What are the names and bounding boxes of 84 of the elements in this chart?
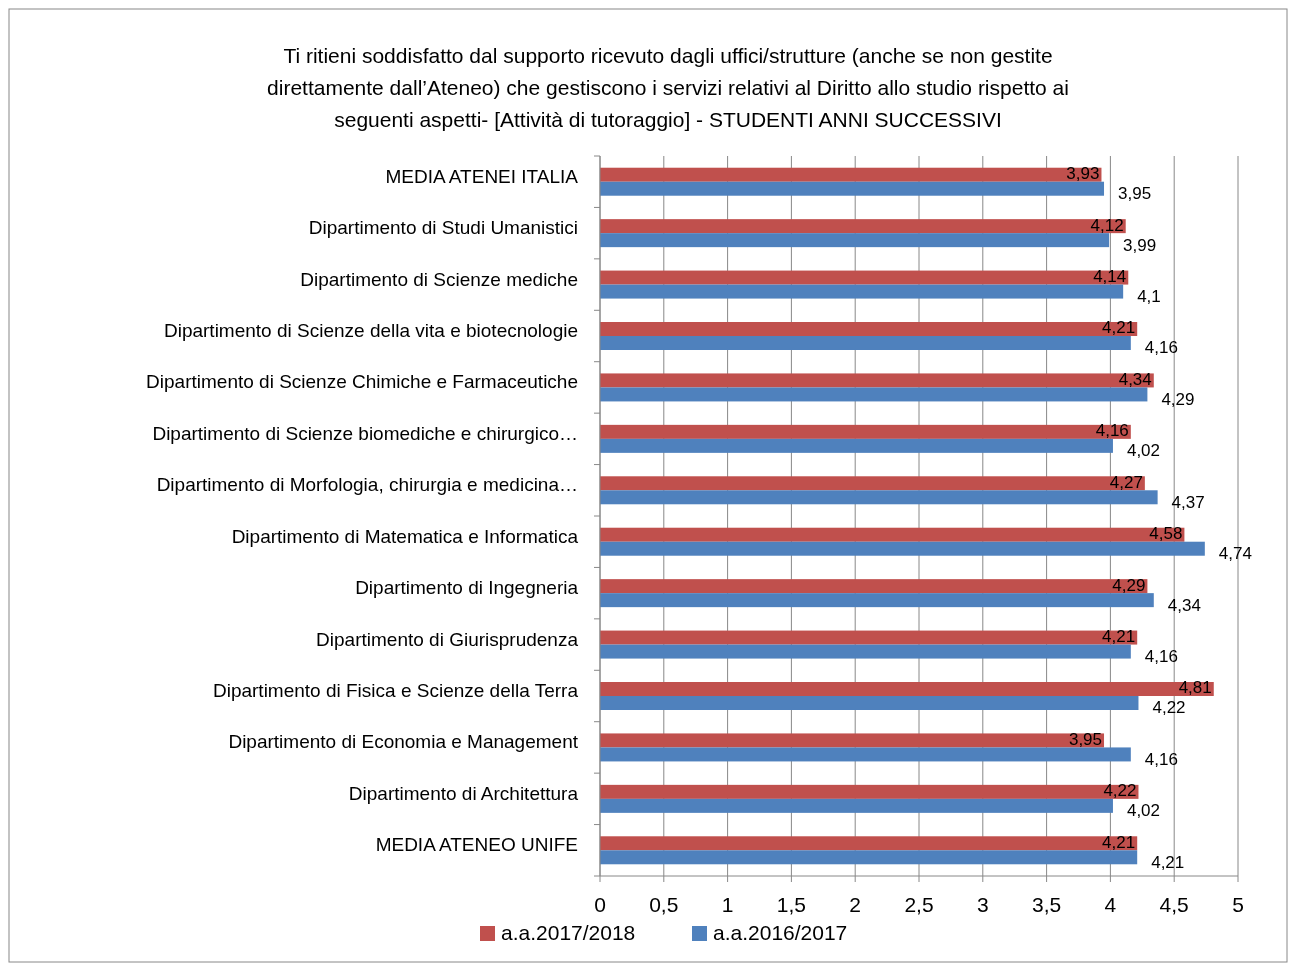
bar bbox=[600, 850, 1138, 865]
y-tick-label: Dipartimento di Fisica e Scienze della Terra bbox=[212, 680, 579, 702]
bar bbox=[600, 733, 1105, 748]
x-tick-label: 1 bbox=[721, 893, 734, 916]
bar bbox=[600, 336, 1131, 350]
bar bbox=[600, 682, 1214, 696]
data-label: 4,16 bbox=[1144, 338, 1178, 358]
x-tick-label: 1,5 bbox=[776, 893, 806, 916]
bar bbox=[600, 373, 1154, 388]
y-tick-label: Dipartimento di Giurisprudenza bbox=[316, 628, 579, 650]
data-label: 4,02 bbox=[1126, 801, 1161, 821]
y-tick-label: Dipartimento di Matematica e Informatica bbox=[231, 525, 579, 547]
data-label: 3,93 bbox=[1066, 164, 1100, 184]
bar bbox=[600, 233, 1110, 248]
data-label: 4,22 bbox=[1103, 781, 1137, 801]
data-label: 4,21 bbox=[1102, 627, 1136, 647]
y-tick-label: MEDIA ATENEO UNIFE bbox=[375, 834, 578, 856]
legend-label: a.a.2017/2018 bbox=[501, 920, 636, 944]
y-tick-label: Dipartimento di Architettura bbox=[348, 782, 579, 804]
data-label: 4,21 bbox=[1102, 832, 1136, 852]
data-label: 4,34 bbox=[1118, 369, 1152, 389]
data-label: 4,21 bbox=[1102, 318, 1136, 338]
bar bbox=[600, 630, 1138, 645]
x-tick-label: 4 bbox=[1104, 893, 1117, 916]
data-label: 4,14 bbox=[1093, 267, 1127, 287]
bar bbox=[600, 644, 1131, 659]
bar bbox=[600, 424, 1131, 439]
bar bbox=[600, 696, 1139, 710]
data-label: 4,16 bbox=[1144, 647, 1178, 667]
y-tick-label: Dipartimento di Scienze biomediche e chirurgico… bbox=[152, 422, 578, 444]
bar bbox=[600, 798, 1113, 813]
data-label: 4,12 bbox=[1090, 215, 1124, 235]
y-tick-label: Dipartimento di Scienze della vita e biotecnologie bbox=[163, 320, 578, 342]
bar bbox=[600, 747, 1131, 762]
x-tick-label: 3,5 bbox=[1032, 893, 1062, 916]
bar bbox=[600, 836, 1138, 851]
y-tick-label: Dipartimento di Studi Umanistici bbox=[308, 217, 578, 239]
data-label: 3,95 bbox=[1118, 184, 1152, 204]
bar bbox=[600, 181, 1105, 196]
data-label: 4,16 bbox=[1095, 421, 1129, 441]
bar bbox=[600, 490, 1158, 505]
data-label: 4,29 bbox=[1161, 389, 1195, 409]
x-tick-label: 4,5 bbox=[1159, 893, 1189, 916]
data-label: 4,27 bbox=[1109, 472, 1143, 492]
bar bbox=[600, 579, 1148, 594]
y-tick-label: Dipartimento di Ingegneria bbox=[355, 577, 579, 599]
data-label: 3,99 bbox=[1123, 235, 1157, 255]
data-label: 4,21 bbox=[1151, 852, 1185, 872]
chart-title: Ti ritieni soddisfatto dal supporto ricevuto dagli uffici/strutture (anche se non gestite direttamente dall’Ateneo) che gestiscono i servizi relativi al Diritto allo studio rispetto ai seguenti aspetti- [Attività di tutoraggio] - STUDENTI ANNI SUCCESSIVI bbox=[267, 44, 1069, 131]
y-tick-label: Dipartimento di Morfologia, chirurgia e medicina… bbox=[156, 474, 578, 496]
bar bbox=[600, 438, 1113, 453]
x-tick-label: 3 bbox=[976, 893, 989, 916]
data-label: 4,37 bbox=[1171, 492, 1205, 512]
bar bbox=[600, 270, 1129, 285]
data-label: 3,95 bbox=[1068, 729, 1103, 749]
data-label: 4,29 bbox=[1112, 575, 1146, 595]
x-tick-label: 0 bbox=[594, 893, 606, 916]
data-label: 4,58 bbox=[1149, 524, 1183, 544]
bar bbox=[600, 322, 1138, 336]
bar bbox=[600, 284, 1124, 299]
bar bbox=[600, 476, 1145, 491]
x-tick-label: 2 bbox=[849, 893, 862, 916]
bar bbox=[600, 219, 1126, 234]
bar bbox=[600, 784, 1139, 799]
x-tick-label: 5 bbox=[1232, 893, 1244, 916]
x-tick-label: 2,5 bbox=[904, 893, 934, 916]
data-label: 4,02 bbox=[1126, 441, 1161, 461]
data-label: 4,74 bbox=[1218, 544, 1252, 564]
data-label: 4,81 bbox=[1178, 678, 1212, 698]
x-tick-label: 0,5 bbox=[649, 893, 679, 916]
data-label: 4,34 bbox=[1167, 595, 1201, 615]
data-label: 4,16 bbox=[1144, 749, 1178, 769]
data-label: 4,1 bbox=[1137, 287, 1161, 307]
data-label: 4,22 bbox=[1152, 698, 1186, 718]
bar bbox=[600, 527, 1185, 542]
bar bbox=[600, 167, 1102, 182]
bar bbox=[600, 593, 1154, 608]
y-tick-label: Dipartimento di Economia e Management bbox=[228, 731, 579, 753]
y-tick-label: MEDIA ATENEI ITALIA bbox=[385, 165, 579, 187]
y-tick-label: Dipartimento di Scienze mediche bbox=[300, 268, 578, 290]
legend-label: a.a.2016/2017 bbox=[713, 920, 848, 944]
bar bbox=[600, 541, 1205, 556]
bar bbox=[600, 387, 1148, 402]
y-tick-label: Dipartimento di Scienze Chimiche e Farmaceutiche bbox=[146, 371, 578, 393]
